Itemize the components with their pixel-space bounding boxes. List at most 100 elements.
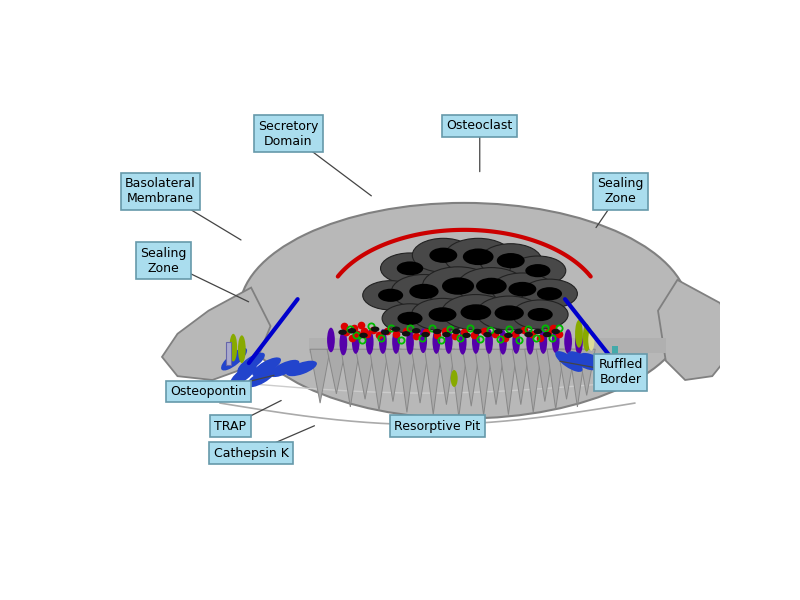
Polygon shape — [462, 349, 480, 406]
Polygon shape — [578, 349, 595, 395]
Polygon shape — [487, 349, 505, 404]
Ellipse shape — [522, 279, 578, 308]
Polygon shape — [438, 349, 455, 404]
Ellipse shape — [412, 238, 474, 272]
Ellipse shape — [327, 328, 335, 352]
Ellipse shape — [238, 353, 265, 373]
Ellipse shape — [537, 287, 562, 301]
Ellipse shape — [534, 329, 542, 334]
Ellipse shape — [524, 332, 533, 337]
Ellipse shape — [526, 330, 534, 355]
Text: Cathepsin K: Cathepsin K — [214, 446, 289, 460]
Ellipse shape — [391, 275, 457, 308]
Ellipse shape — [494, 305, 524, 320]
Polygon shape — [475, 349, 492, 415]
Ellipse shape — [221, 348, 247, 371]
Ellipse shape — [270, 360, 299, 377]
Ellipse shape — [552, 328, 559, 353]
Ellipse shape — [348, 328, 356, 334]
Polygon shape — [558, 349, 575, 399]
Ellipse shape — [497, 253, 525, 268]
Ellipse shape — [230, 364, 257, 386]
Polygon shape — [547, 349, 564, 409]
Ellipse shape — [476, 278, 506, 295]
Polygon shape — [525, 349, 542, 412]
Text: Osteoclast: Osteoclast — [446, 119, 513, 133]
Polygon shape — [398, 349, 415, 412]
Ellipse shape — [406, 330, 414, 355]
Text: Sealing
Zone: Sealing Zone — [598, 178, 644, 205]
Ellipse shape — [410, 284, 438, 299]
Ellipse shape — [338, 329, 347, 335]
Ellipse shape — [442, 332, 450, 337]
Polygon shape — [162, 287, 270, 380]
Ellipse shape — [252, 358, 281, 376]
Ellipse shape — [526, 264, 550, 277]
Ellipse shape — [512, 300, 568, 329]
Ellipse shape — [504, 332, 513, 338]
Ellipse shape — [230, 334, 237, 362]
Ellipse shape — [473, 329, 482, 334]
Ellipse shape — [442, 295, 510, 330]
Ellipse shape — [543, 332, 551, 337]
Ellipse shape — [491, 273, 554, 305]
FancyBboxPatch shape — [612, 346, 618, 368]
Ellipse shape — [412, 328, 421, 334]
Polygon shape — [341, 349, 360, 407]
Ellipse shape — [590, 357, 621, 373]
Ellipse shape — [371, 326, 379, 332]
Ellipse shape — [392, 326, 400, 332]
Ellipse shape — [512, 329, 520, 354]
Ellipse shape — [596, 364, 627, 378]
Ellipse shape — [564, 329, 572, 354]
Ellipse shape — [362, 281, 418, 310]
Ellipse shape — [462, 332, 471, 338]
Ellipse shape — [392, 329, 400, 354]
Polygon shape — [411, 349, 429, 403]
Polygon shape — [310, 338, 666, 353]
Polygon shape — [370, 349, 388, 411]
Ellipse shape — [397, 262, 423, 275]
Text: Secretory
Domain: Secretory Domain — [258, 119, 318, 148]
Polygon shape — [569, 349, 586, 407]
Polygon shape — [500, 349, 517, 415]
Text: Resorptive Pit: Resorptive Pit — [394, 420, 480, 433]
Ellipse shape — [555, 351, 582, 372]
Ellipse shape — [463, 248, 494, 265]
Ellipse shape — [551, 329, 560, 334]
Ellipse shape — [402, 331, 410, 337]
Ellipse shape — [286, 361, 317, 376]
FancyBboxPatch shape — [226, 341, 231, 365]
Polygon shape — [512, 349, 530, 404]
Ellipse shape — [238, 335, 246, 363]
Ellipse shape — [381, 253, 439, 284]
Text: Basolateral
Membrane: Basolateral Membrane — [125, 178, 196, 205]
Ellipse shape — [445, 329, 453, 354]
Ellipse shape — [461, 304, 491, 320]
Ellipse shape — [480, 244, 542, 278]
Ellipse shape — [430, 248, 458, 263]
Ellipse shape — [359, 332, 368, 338]
Ellipse shape — [433, 329, 442, 334]
Ellipse shape — [398, 312, 422, 325]
Ellipse shape — [247, 368, 275, 387]
Ellipse shape — [381, 329, 390, 335]
Ellipse shape — [378, 289, 403, 302]
Ellipse shape — [419, 328, 427, 353]
Text: Osteopontin: Osteopontin — [170, 385, 246, 398]
Polygon shape — [536, 349, 554, 401]
Polygon shape — [310, 349, 330, 403]
Ellipse shape — [366, 330, 374, 355]
Polygon shape — [658, 280, 735, 380]
Ellipse shape — [539, 329, 547, 354]
Ellipse shape — [588, 329, 594, 351]
Ellipse shape — [579, 353, 610, 370]
Ellipse shape — [583, 324, 590, 352]
Ellipse shape — [382, 304, 438, 333]
Ellipse shape — [433, 329, 440, 354]
Ellipse shape — [459, 330, 466, 355]
Ellipse shape — [494, 329, 502, 334]
Ellipse shape — [528, 308, 553, 321]
Ellipse shape — [568, 351, 597, 370]
Polygon shape — [356, 349, 374, 399]
